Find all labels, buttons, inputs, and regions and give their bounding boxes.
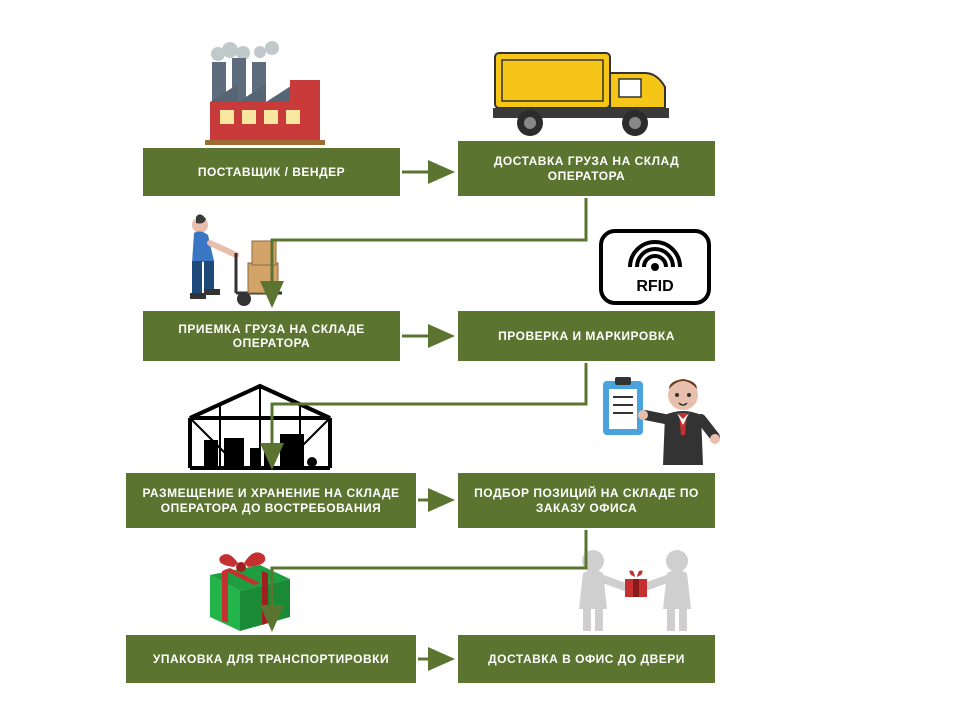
- edge-arrows: [0, 0, 960, 720]
